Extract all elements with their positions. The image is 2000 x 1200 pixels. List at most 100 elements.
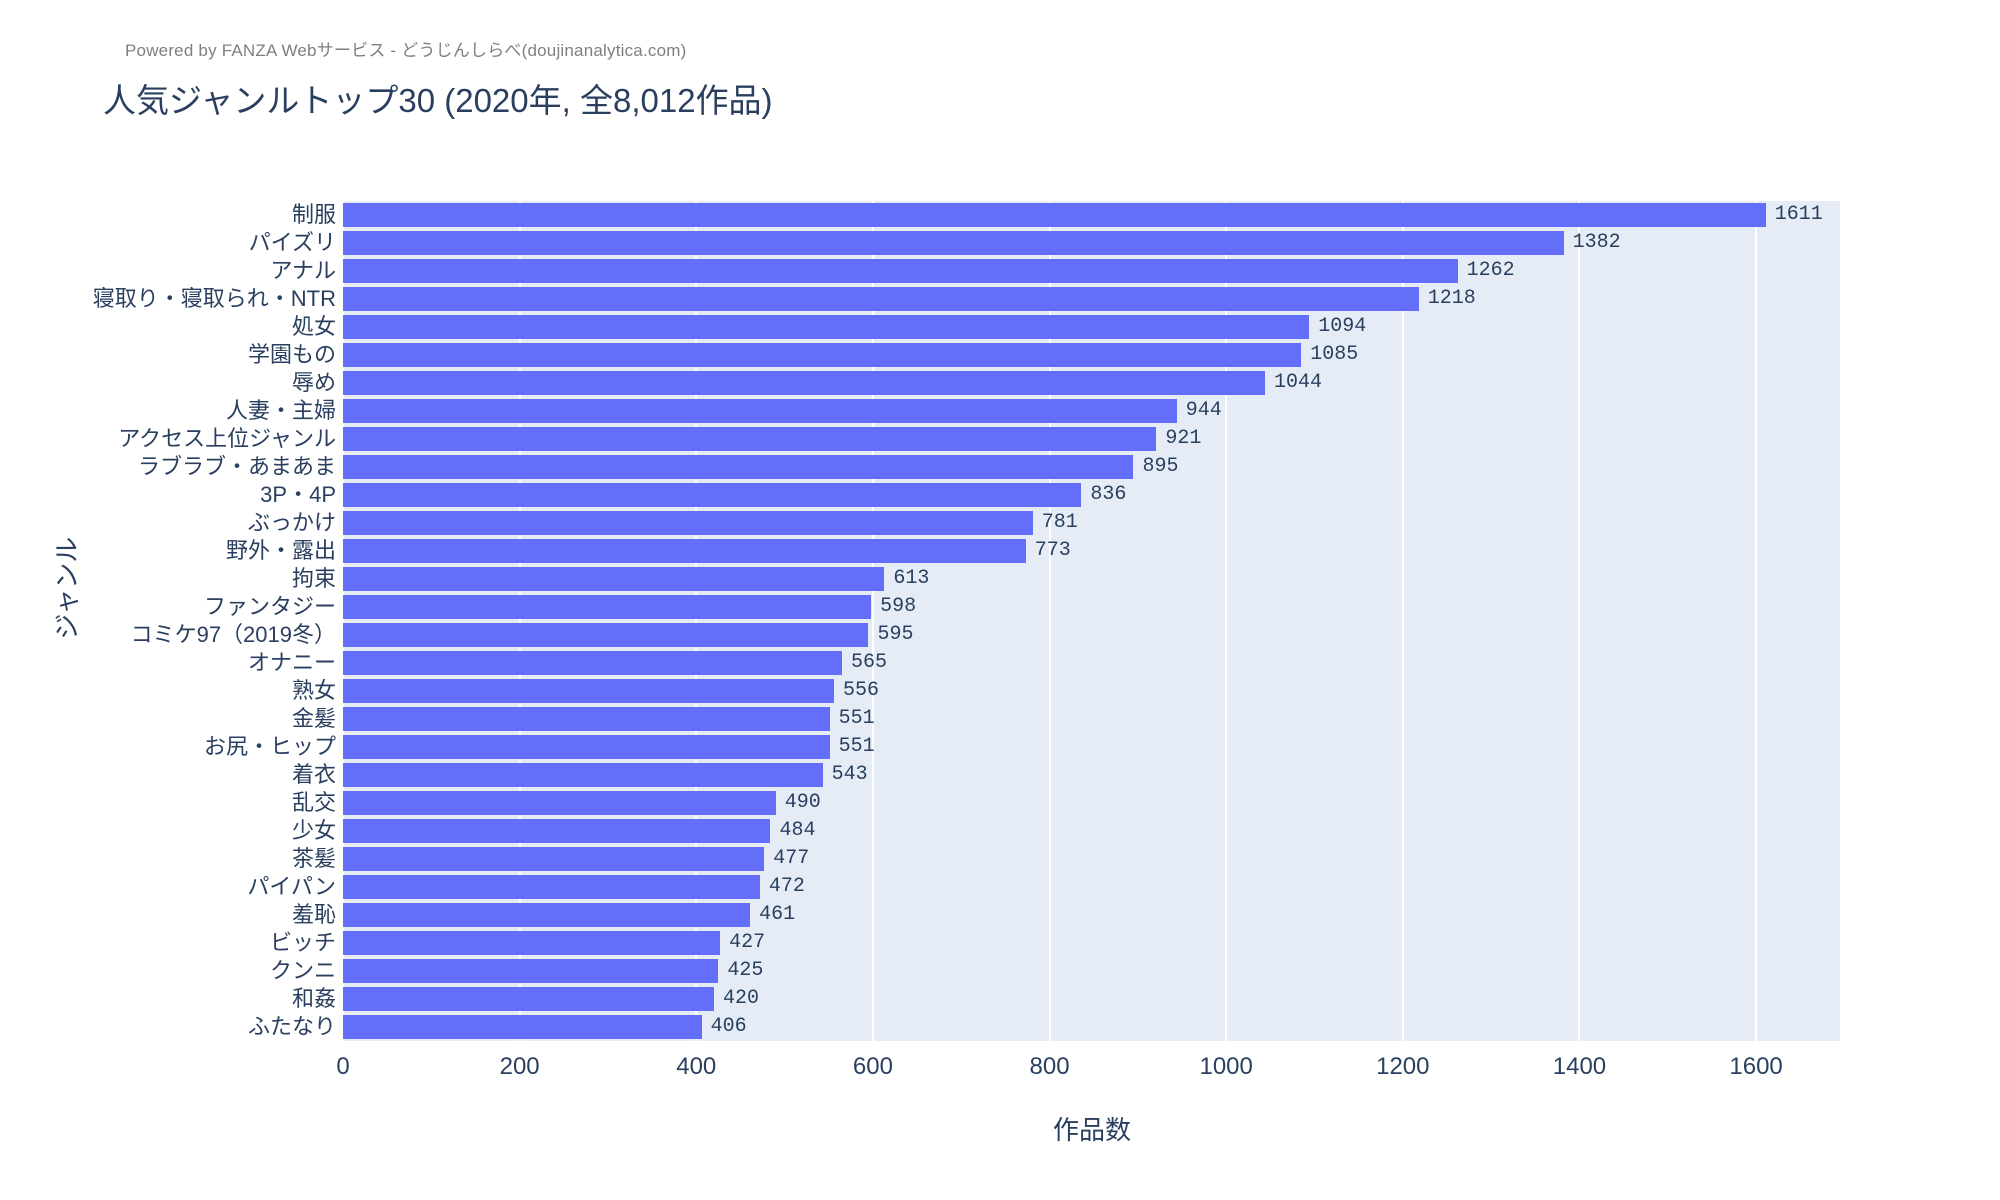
bar-value-label: 420: [722, 987, 759, 1010]
y-tick-label: ぶっかけ: [247, 510, 336, 535]
bar: [343, 707, 830, 731]
y-tick-label: 熟女: [291, 678, 336, 703]
y-tick-label: クンニ: [269, 958, 336, 983]
y-tick-label: 辱め: [291, 370, 336, 395]
bar: [343, 595, 872, 619]
bar-value-label: 1262: [1466, 259, 1515, 282]
y-tick-label: 和姦: [291, 986, 336, 1011]
bar: [343, 315, 1310, 339]
bar-value-label: 484: [779, 819, 816, 842]
bar: [343, 959, 719, 983]
bar: [343, 763, 823, 787]
bar: [343, 287, 1419, 311]
bar-value-label: 781: [1041, 511, 1078, 534]
y-tick-label: お尻・ヒップ: [203, 734, 336, 759]
x-tick-label: 600: [852, 1053, 893, 1080]
y-tick-label: 拘束: [291, 566, 336, 591]
chart-title: 人気ジャンルトップ30 (2020年, 全8,012作品): [103, 82, 773, 119]
x-tick-label: 1000: [1199, 1053, 1253, 1080]
gridline: [695, 201, 698, 1041]
x-tick-label: 400: [676, 1053, 717, 1080]
y-tick-label: アナル: [270, 258, 336, 283]
bar: [343, 987, 714, 1011]
bar-value-label: 921: [1165, 427, 1202, 450]
x-tick-label: 1200: [1376, 1053, 1430, 1080]
bar: [343, 1015, 702, 1039]
y-tick-label: 処女: [291, 314, 336, 339]
gridline: [1401, 201, 1404, 1041]
bar-value-label: 490: [784, 791, 821, 814]
bar: [343, 427, 1157, 451]
bar: [343, 231, 1564, 255]
bar-value-label: 1085: [1310, 343, 1359, 366]
y-tick-label: 茶髪: [291, 846, 336, 871]
bar: [343, 483, 1082, 507]
bar-value-label: 406: [710, 1015, 747, 1038]
y-tick-label: コミケ97（2019冬）: [130, 622, 336, 647]
x-tick-label: 1400: [1552, 1053, 1607, 1080]
y-tick-label: ビッチ: [269, 930, 336, 955]
y-tick-label: 金髪: [291, 706, 336, 731]
y-tick-label: 3P・4P: [260, 482, 336, 507]
gridline: [1578, 201, 1581, 1041]
y-tick-label: 少女: [291, 818, 336, 843]
bar-value-label: 1044: [1274, 371, 1323, 394]
gridline: [1755, 201, 1758, 1041]
y-tick-label: 制服: [291, 202, 336, 227]
x-tick-label: 0: [336, 1053, 350, 1080]
bar: [343, 819, 771, 843]
x-tick-label: 1600: [1729, 1053, 1783, 1080]
y-tick-label: アクセス上位ジャンル: [118, 426, 336, 451]
bar: [343, 623, 869, 647]
y-tick-label: ラブラブ・あまあま: [137, 454, 336, 479]
bar: [343, 875, 760, 899]
y-tick-label: パイパン: [247, 874, 336, 899]
bar-value-label: 1218: [1427, 287, 1476, 310]
x-axis-title: 作品数: [1052, 1115, 1132, 1145]
bar: [343, 511, 1033, 535]
bar: [343, 455, 1134, 479]
bar-value-label: 895: [1142, 455, 1179, 478]
bar: [343, 539, 1026, 563]
bar: [343, 651, 842, 675]
powered-by-text: Powered by FANZA Webサービス - どうじんしらべ(douji…: [125, 41, 687, 60]
gridline: [1225, 201, 1228, 1041]
bar: [343, 903, 751, 927]
bar: [343, 343, 1302, 367]
x-zeroline: [342, 201, 344, 1041]
bar-value-label: 461: [759, 903, 796, 926]
y-tick-label: 人妻・主婦: [225, 398, 336, 423]
bar-value-label: 543: [831, 763, 868, 786]
bar: [343, 679, 835, 703]
x-tick-label: 800: [1029, 1053, 1070, 1080]
bar-value-label: 551: [838, 735, 875, 758]
gridline: [1048, 201, 1051, 1041]
bar: [343, 931, 721, 955]
bar-value-label: 1382: [1572, 231, 1621, 254]
plot-area: 1611 1382 1262 1218 1094 1085 1044 944 921 895 836…: [342, 201, 1840, 1041]
y-tick-label: 羞恥: [291, 902, 336, 927]
bar-value-label: 836: [1090, 483, 1127, 506]
y-tick-label: パイズリ: [248, 230, 336, 255]
bar: [343, 847, 765, 871]
bar: [343, 567, 885, 591]
gridline: [871, 201, 874, 1041]
bar-value-label: 1094: [1318, 315, 1367, 338]
bar-value-label: 425: [727, 959, 764, 982]
bar-value-label: 472: [768, 875, 805, 898]
y-tick-label: 乱交: [291, 790, 336, 815]
bar-value-label: 556: [843, 679, 880, 702]
bar: [343, 399, 1177, 423]
y-tick-label: オナニー: [247, 650, 336, 675]
bar: [343, 791, 776, 815]
bar: [343, 371, 1266, 395]
bar-value-label: 551: [838, 707, 875, 730]
bar: [343, 259, 1458, 283]
gridline: [518, 201, 521, 1041]
bar: [343, 203, 1766, 227]
bar-value-label: 598: [880, 595, 917, 618]
y-tick-label: ファンタジー: [203, 594, 336, 619]
y-tick-label: 野外・露出: [225, 538, 336, 563]
bar-value-label: 427: [729, 931, 766, 954]
